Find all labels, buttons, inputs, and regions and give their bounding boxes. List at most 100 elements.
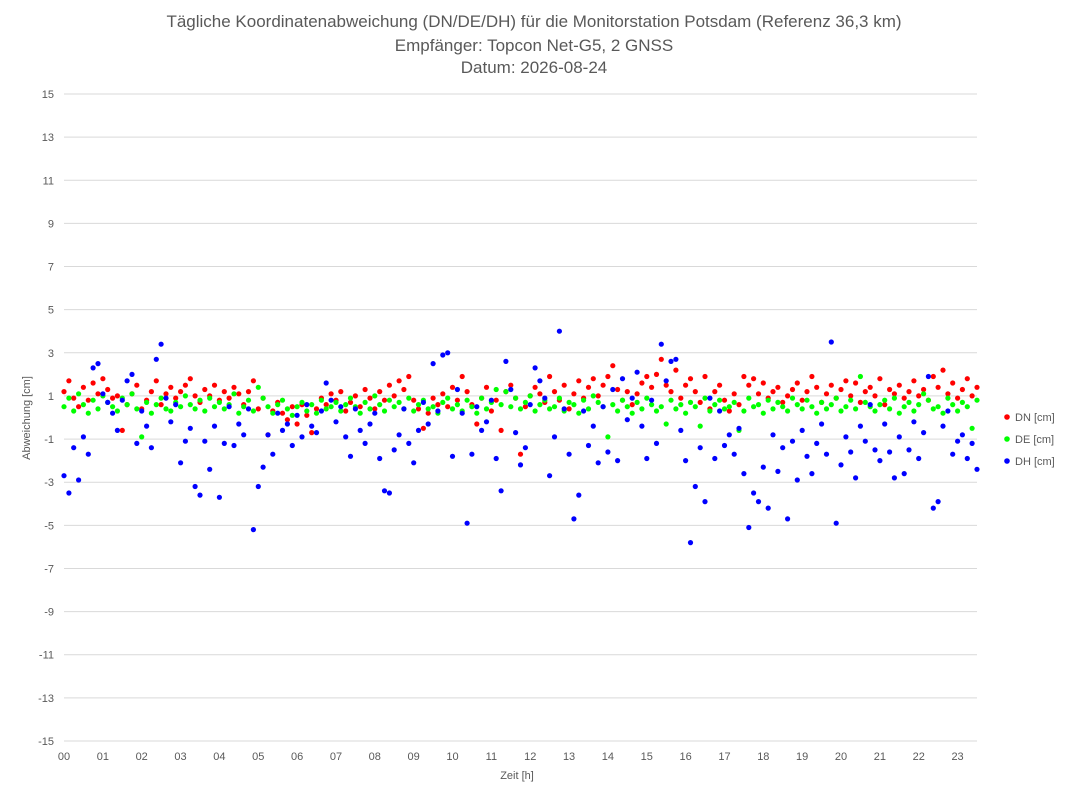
data-point — [357, 427, 363, 433]
data-point — [304, 402, 310, 408]
data-point — [250, 408, 256, 414]
data-point — [930, 505, 936, 511]
data-point — [347, 453, 354, 459]
data-point — [207, 395, 213, 401]
data-point — [925, 397, 932, 403]
data-point — [600, 382, 606, 388]
data-point — [182, 393, 188, 399]
data-point — [459, 410, 465, 416]
data-point — [882, 397, 888, 403]
data-point — [687, 540, 694, 546]
data-point — [158, 395, 164, 401]
data-point — [80, 434, 86, 440]
data-point — [741, 471, 747, 477]
data-point — [823, 451, 830, 457]
x-axis-label: Zeit [h] — [500, 770, 534, 782]
data-point — [619, 397, 626, 403]
data-point — [236, 410, 242, 416]
data-point — [513, 430, 519, 436]
data-point — [770, 432, 776, 438]
data-point — [692, 483, 698, 490]
data-point — [231, 391, 237, 397]
data-point — [843, 434, 849, 440]
x-tick-label: 04 — [213, 751, 225, 763]
series-dn — [61, 356, 980, 457]
data-point — [469, 404, 475, 410]
data-point — [819, 421, 825, 427]
data-point — [289, 412, 295, 418]
data-point — [192, 393, 198, 399]
data-point — [916, 402, 922, 408]
data-point — [741, 373, 747, 380]
data-point — [702, 395, 708, 401]
data-point — [449, 384, 456, 390]
data-point — [377, 402, 383, 408]
data-point — [197, 397, 203, 403]
data-point — [755, 391, 762, 397]
data-point — [610, 363, 616, 369]
data-point — [430, 404, 436, 410]
data-point — [493, 386, 499, 393]
data-point — [284, 421, 290, 427]
data-point — [226, 395, 232, 401]
data-point — [877, 458, 883, 464]
data-point — [624, 404, 630, 410]
data-point — [726, 408, 732, 414]
data-point — [780, 445, 786, 451]
data-point — [119, 427, 125, 433]
data-point — [85, 397, 91, 403]
data-point — [197, 492, 203, 498]
data-point — [959, 432, 966, 438]
data-point — [163, 391, 169, 397]
data-point — [323, 406, 329, 412]
data-point — [362, 386, 368, 393]
data-point — [814, 410, 820, 416]
data-point — [260, 464, 266, 470]
data-point — [906, 389, 912, 395]
data-point — [445, 404, 451, 410]
data-point — [673, 367, 679, 373]
data-point — [411, 460, 417, 466]
data-point — [464, 389, 470, 395]
data-point — [304, 408, 310, 414]
data-point — [114, 427, 120, 433]
data-point — [483, 406, 490, 412]
data-point — [785, 516, 791, 522]
data-point — [950, 402, 956, 408]
data-point — [309, 402, 315, 408]
data-point — [90, 380, 96, 386]
data-point — [663, 421, 669, 427]
data-point — [600, 404, 606, 410]
data-point — [323, 402, 329, 408]
x-tick-label: 09 — [408, 751, 420, 763]
data-point — [605, 373, 611, 380]
series-dh — [61, 328, 980, 546]
data-point — [581, 397, 587, 403]
data-point — [731, 399, 737, 405]
data-point — [794, 402, 800, 408]
data-point — [610, 402, 616, 408]
data-point — [721, 406, 728, 412]
data-point — [901, 395, 907, 401]
x-tick-label: 07 — [330, 751, 342, 763]
data-points — [61, 328, 980, 546]
data-point — [590, 423, 596, 429]
x-tick-label: 06 — [291, 751, 303, 763]
data-point — [328, 404, 334, 410]
data-point — [585, 406, 592, 412]
data-point — [819, 399, 825, 405]
data-point — [649, 397, 655, 403]
data-point — [343, 434, 349, 440]
data-point — [755, 402, 762, 408]
x-tick-label: 15 — [641, 751, 653, 763]
data-point — [673, 356, 679, 362]
data-point — [911, 378, 917, 384]
y-axis-label: Abweichung [cm] — [21, 376, 33, 460]
data-point — [372, 410, 378, 416]
data-point — [275, 410, 281, 416]
data-point — [828, 382, 834, 388]
data-point — [668, 389, 674, 395]
data-point — [187, 402, 193, 408]
data-point — [328, 397, 334, 403]
